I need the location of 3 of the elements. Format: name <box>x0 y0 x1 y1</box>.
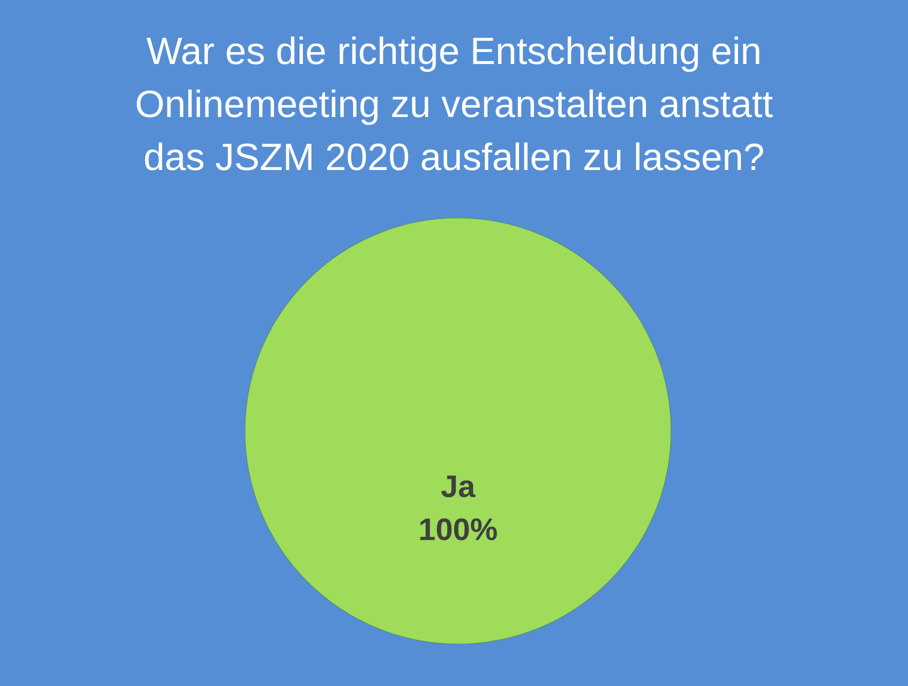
slice-label: Ja <box>440 469 476 504</box>
data-label: 100% <box>418 512 498 547</box>
chart-title: War es die richtige Entscheidung ein Onlinemeeting zu veranstalten anstatt das JSZM 2020 ausfallen zu lassen? <box>135 31 774 179</box>
